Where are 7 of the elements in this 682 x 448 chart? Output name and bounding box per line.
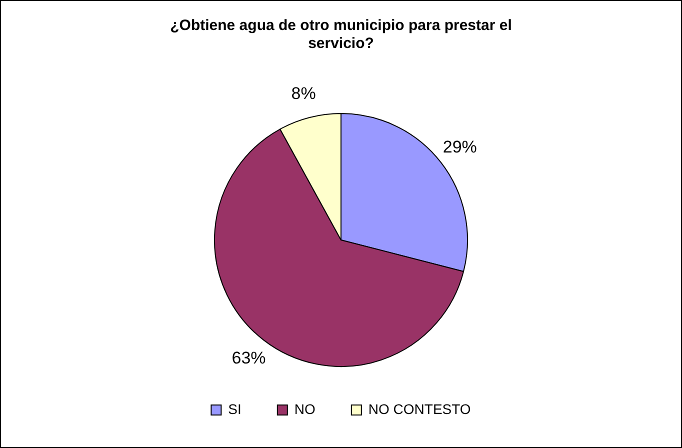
legend-label: NO CONTESTO xyxy=(368,400,471,417)
data-label: 29% xyxy=(442,137,477,156)
data-label: 8% xyxy=(291,84,316,103)
legend-label: NO xyxy=(294,400,316,417)
chart-title: ¿Obtiene agua de otro municipio para prestar el servicio? xyxy=(170,17,512,52)
legend-label: SI xyxy=(228,400,242,417)
data-label: 63% xyxy=(232,348,266,368)
